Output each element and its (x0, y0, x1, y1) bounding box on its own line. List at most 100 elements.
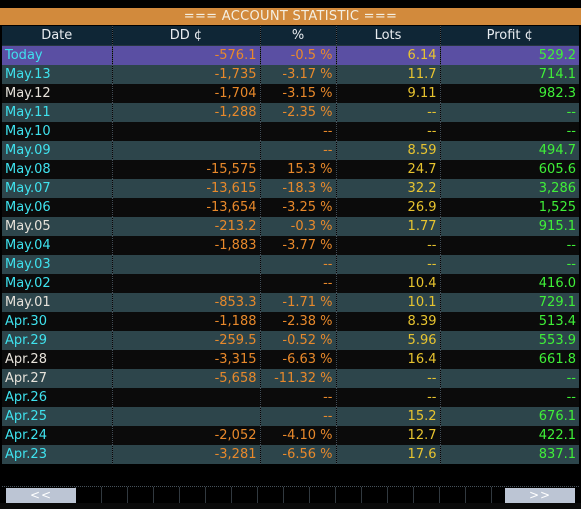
table-header-row: Date DD ¢ % Lots Profit ¢ (2, 26, 579, 46)
percent-cell: -3.77 % (260, 236, 337, 255)
lots-cell: 8.39 (336, 312, 441, 331)
pagination-bar: << >> (2, 486, 579, 503)
drawdown-cell: -213.2 (112, 217, 261, 236)
table-row: May.10 -- -- -- (2, 122, 579, 141)
percent-cell: -- (260, 122, 337, 141)
profit-cell: 837.1 (440, 445, 579, 464)
profit-cell: -- (440, 255, 579, 274)
table-row: May.02 -- 10.4 416.0 (2, 274, 579, 293)
table-row: May.13 -1,735 -3.17 % 11.7 714.1 (2, 65, 579, 84)
drawdown-cell (112, 274, 261, 293)
date-cell: May.03 (2, 255, 113, 274)
drawdown-cell: -1,188 (112, 312, 261, 331)
lots-cell: 8.59 (336, 141, 441, 160)
column-header-drawdown: DD ¢ (112, 26, 261, 46)
profit-cell: 729.1 (440, 293, 579, 312)
profit-cell: 661.8 (440, 350, 579, 369)
percent-cell: -- (260, 407, 337, 426)
previous-page-button[interactable]: << (6, 488, 76, 503)
percent-cell: -4.10 % (260, 426, 337, 445)
pagination-dividers (75, 487, 507, 503)
date-cell: May.08 (2, 160, 113, 179)
percent-cell: -3.15 % (260, 84, 337, 103)
profit-cell: -- (440, 103, 579, 122)
table-row: Apr.23 -3,281 -6.56 % 17.6 837.1 (2, 445, 579, 464)
profit-cell: 714.1 (440, 65, 579, 84)
percent-cell: -2.35 % (260, 103, 337, 122)
percent-cell: -1.71 % (260, 293, 337, 312)
profit-cell: 513.4 (440, 312, 579, 331)
lots-cell: 5.96 (336, 331, 441, 350)
percent-cell: -0.5 % (260, 45, 337, 65)
column-header-lots: Lots (336, 26, 441, 46)
date-cell: May.11 (2, 103, 113, 122)
drawdown-cell (112, 141, 261, 160)
date-cell: May.02 (2, 274, 113, 293)
drawdown-cell: -1,288 (112, 103, 261, 122)
table-row: Apr.29 -259.5 -0.52 % 5.96 553.9 (2, 331, 579, 350)
percent-cell: 15.3 % (260, 160, 337, 179)
lots-cell: -- (336, 236, 441, 255)
profit-cell: 416.0 (440, 274, 579, 293)
table-row: Apr.27 -5,658 -11.32 % -- -- (2, 369, 579, 388)
profit-cell: 3,286 (440, 179, 579, 198)
table-body: Today -576.1 -0.5 % 6.14 529.2 May.13 -1,735 -3… (2, 45, 579, 464)
date-cell: May.13 (2, 65, 113, 84)
table-row: May.12 -1,704 -3.15 % 9.11 982.3 (2, 84, 579, 103)
date-cell: May.09 (2, 141, 113, 160)
percent-cell: -- (260, 274, 337, 293)
lots-cell: 24.7 (336, 160, 441, 179)
bottom-border (0, 503, 581, 509)
panel-title: === ACCOUNT STATISTIC === (0, 8, 581, 25)
date-cell: May.05 (2, 217, 113, 236)
table-row: May.07 -13,615 -18.3 % 32.2 3,286 (2, 179, 579, 198)
profit-cell: -- (440, 388, 579, 407)
lots-cell: 32.2 (336, 179, 441, 198)
date-cell: Apr.30 (2, 312, 113, 331)
percent-cell: -0.52 % (260, 331, 337, 350)
next-page-button[interactable]: >> (505, 488, 575, 503)
lots-cell: 16.4 (336, 350, 441, 369)
column-header-percent: % (260, 26, 337, 46)
lots-cell: 9.11 (336, 84, 441, 103)
profit-cell: 915.1 (440, 217, 579, 236)
lots-cell: 10.4 (336, 274, 441, 293)
table-row: May.09 -- 8.59 494.7 (2, 141, 579, 160)
date-cell: Apr.23 (2, 445, 113, 464)
profit-cell: 1,525 (440, 198, 579, 217)
lots-cell: 12.7 (336, 426, 441, 445)
percent-cell: -6.63 % (260, 350, 337, 369)
profit-cell: -- (440, 236, 579, 255)
lots-cell: 26.9 (336, 198, 441, 217)
percent-cell: -- (260, 255, 337, 274)
table-row: May.11 -1,288 -2.35 % -- -- (2, 103, 579, 122)
table-row: May.05 -213.2 -0.3 % 1.77 915.1 (2, 217, 579, 236)
table-row: May.01 -853.3 -1.71 % 10.1 729.1 (2, 293, 579, 312)
date-cell: May.10 (2, 122, 113, 141)
drawdown-cell: -2,052 (112, 426, 261, 445)
table-row: May.04 -1,883 -3.77 % -- -- (2, 236, 579, 255)
table-row: Apr.30 -1,188 -2.38 % 8.39 513.4 (2, 312, 579, 331)
date-cell: Apr.28 (2, 350, 113, 369)
drawdown-cell: -576.1 (112, 45, 261, 65)
drawdown-cell: -1,704 (112, 84, 261, 103)
drawdown-cell: -1,883 (112, 236, 261, 255)
date-cell: Apr.29 (2, 331, 113, 350)
lots-cell: 1.77 (336, 217, 441, 236)
date-cell: Apr.25 (2, 407, 113, 426)
percent-cell: -- (260, 141, 337, 160)
percent-cell: -3.25 % (260, 198, 337, 217)
drawdown-cell (112, 255, 261, 274)
percent-cell: -3.17 % (260, 65, 337, 84)
profit-cell: 676.1 (440, 407, 579, 426)
drawdown-cell: -5,658 (112, 369, 261, 388)
drawdown-cell: -13,654 (112, 198, 261, 217)
percent-cell: -11.32 % (260, 369, 337, 388)
lots-cell: -- (336, 103, 441, 122)
lots-cell: -- (336, 388, 441, 407)
percent-cell: -0.3 % (260, 217, 337, 236)
drawdown-cell: -259.5 (112, 331, 261, 350)
date-cell: May.06 (2, 198, 113, 217)
percent-cell: -6.56 % (260, 445, 337, 464)
